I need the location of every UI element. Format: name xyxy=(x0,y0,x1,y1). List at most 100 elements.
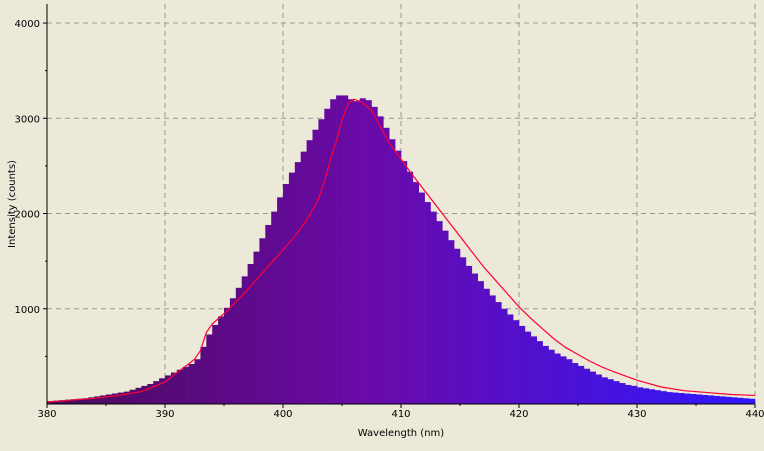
bar xyxy=(383,127,390,405)
bar xyxy=(147,384,154,404)
bar xyxy=(619,383,626,404)
x-tick-label: 410 xyxy=(391,409,410,420)
bar xyxy=(707,395,714,404)
bar xyxy=(731,397,738,404)
bar xyxy=(135,387,142,404)
histogram-bars xyxy=(47,95,756,405)
x-tick-label: 380 xyxy=(37,409,56,420)
bar xyxy=(654,390,661,404)
bar xyxy=(719,396,726,404)
bar xyxy=(454,248,461,404)
bar xyxy=(471,273,478,404)
bar xyxy=(324,108,331,404)
bar xyxy=(347,99,355,404)
bar xyxy=(253,251,260,404)
y-axis-label: Intensity (counts) xyxy=(7,160,18,248)
fit-line xyxy=(46,98,756,403)
bar xyxy=(406,171,414,404)
bar xyxy=(229,298,237,404)
bar xyxy=(442,230,449,404)
bar xyxy=(176,369,183,404)
bar xyxy=(82,398,89,404)
bar xyxy=(737,397,744,404)
bar xyxy=(418,192,425,404)
bar xyxy=(224,307,231,404)
bar xyxy=(554,353,561,404)
bar xyxy=(94,396,101,404)
bar xyxy=(436,221,443,404)
bar xyxy=(530,336,537,404)
bar xyxy=(642,388,650,404)
bar xyxy=(377,116,384,404)
bar xyxy=(583,368,591,404)
bar xyxy=(501,308,508,404)
bar xyxy=(100,395,107,404)
bar xyxy=(194,359,201,404)
bar xyxy=(218,316,225,404)
bar xyxy=(578,365,585,404)
bar xyxy=(259,238,266,404)
bar xyxy=(235,287,242,404)
bar xyxy=(64,399,71,404)
bar xyxy=(483,288,490,404)
bar xyxy=(353,101,360,405)
bar xyxy=(294,162,301,404)
bar xyxy=(271,211,278,404)
bar xyxy=(625,384,632,404)
bar xyxy=(129,389,136,404)
y-tick-label: 2000 xyxy=(15,210,40,221)
bar xyxy=(566,359,573,404)
bar xyxy=(660,391,667,404)
bar xyxy=(165,375,172,404)
y-tick-label: 4000 xyxy=(15,19,40,30)
bar xyxy=(631,385,638,404)
bar xyxy=(288,172,296,404)
bar xyxy=(70,399,77,404)
bar xyxy=(519,325,526,404)
bar xyxy=(701,394,709,404)
bar xyxy=(336,95,343,404)
bar xyxy=(607,379,614,404)
bar xyxy=(182,366,189,404)
bar xyxy=(548,349,555,404)
bar xyxy=(542,345,549,404)
bar xyxy=(241,276,248,404)
bar xyxy=(342,95,349,404)
bar xyxy=(637,387,644,404)
bar xyxy=(206,334,213,404)
bar xyxy=(141,385,148,404)
bar xyxy=(672,392,679,404)
bar xyxy=(743,398,750,404)
bar xyxy=(359,98,366,405)
bar xyxy=(117,392,124,404)
bar xyxy=(395,150,402,404)
x-tick-label: 430 xyxy=(627,409,646,420)
bar xyxy=(507,314,514,404)
bar xyxy=(88,397,95,404)
bar xyxy=(648,389,655,404)
bar xyxy=(371,106,378,404)
bar xyxy=(524,331,532,404)
bar xyxy=(460,257,467,404)
bar xyxy=(318,119,325,404)
bar xyxy=(300,151,307,404)
bar xyxy=(572,363,579,404)
bar xyxy=(58,400,65,404)
bar xyxy=(277,197,284,404)
bar xyxy=(613,381,620,404)
bar xyxy=(513,320,520,404)
bar xyxy=(389,139,396,404)
bar xyxy=(312,129,319,404)
bar xyxy=(495,302,502,404)
bar xyxy=(424,202,431,404)
bar xyxy=(448,240,455,404)
bar xyxy=(401,161,408,404)
bar xyxy=(247,264,254,404)
bar xyxy=(200,346,207,404)
bar xyxy=(489,295,496,404)
x-tick-label: 400 xyxy=(273,409,292,420)
bar xyxy=(47,401,54,404)
bar xyxy=(106,394,113,404)
